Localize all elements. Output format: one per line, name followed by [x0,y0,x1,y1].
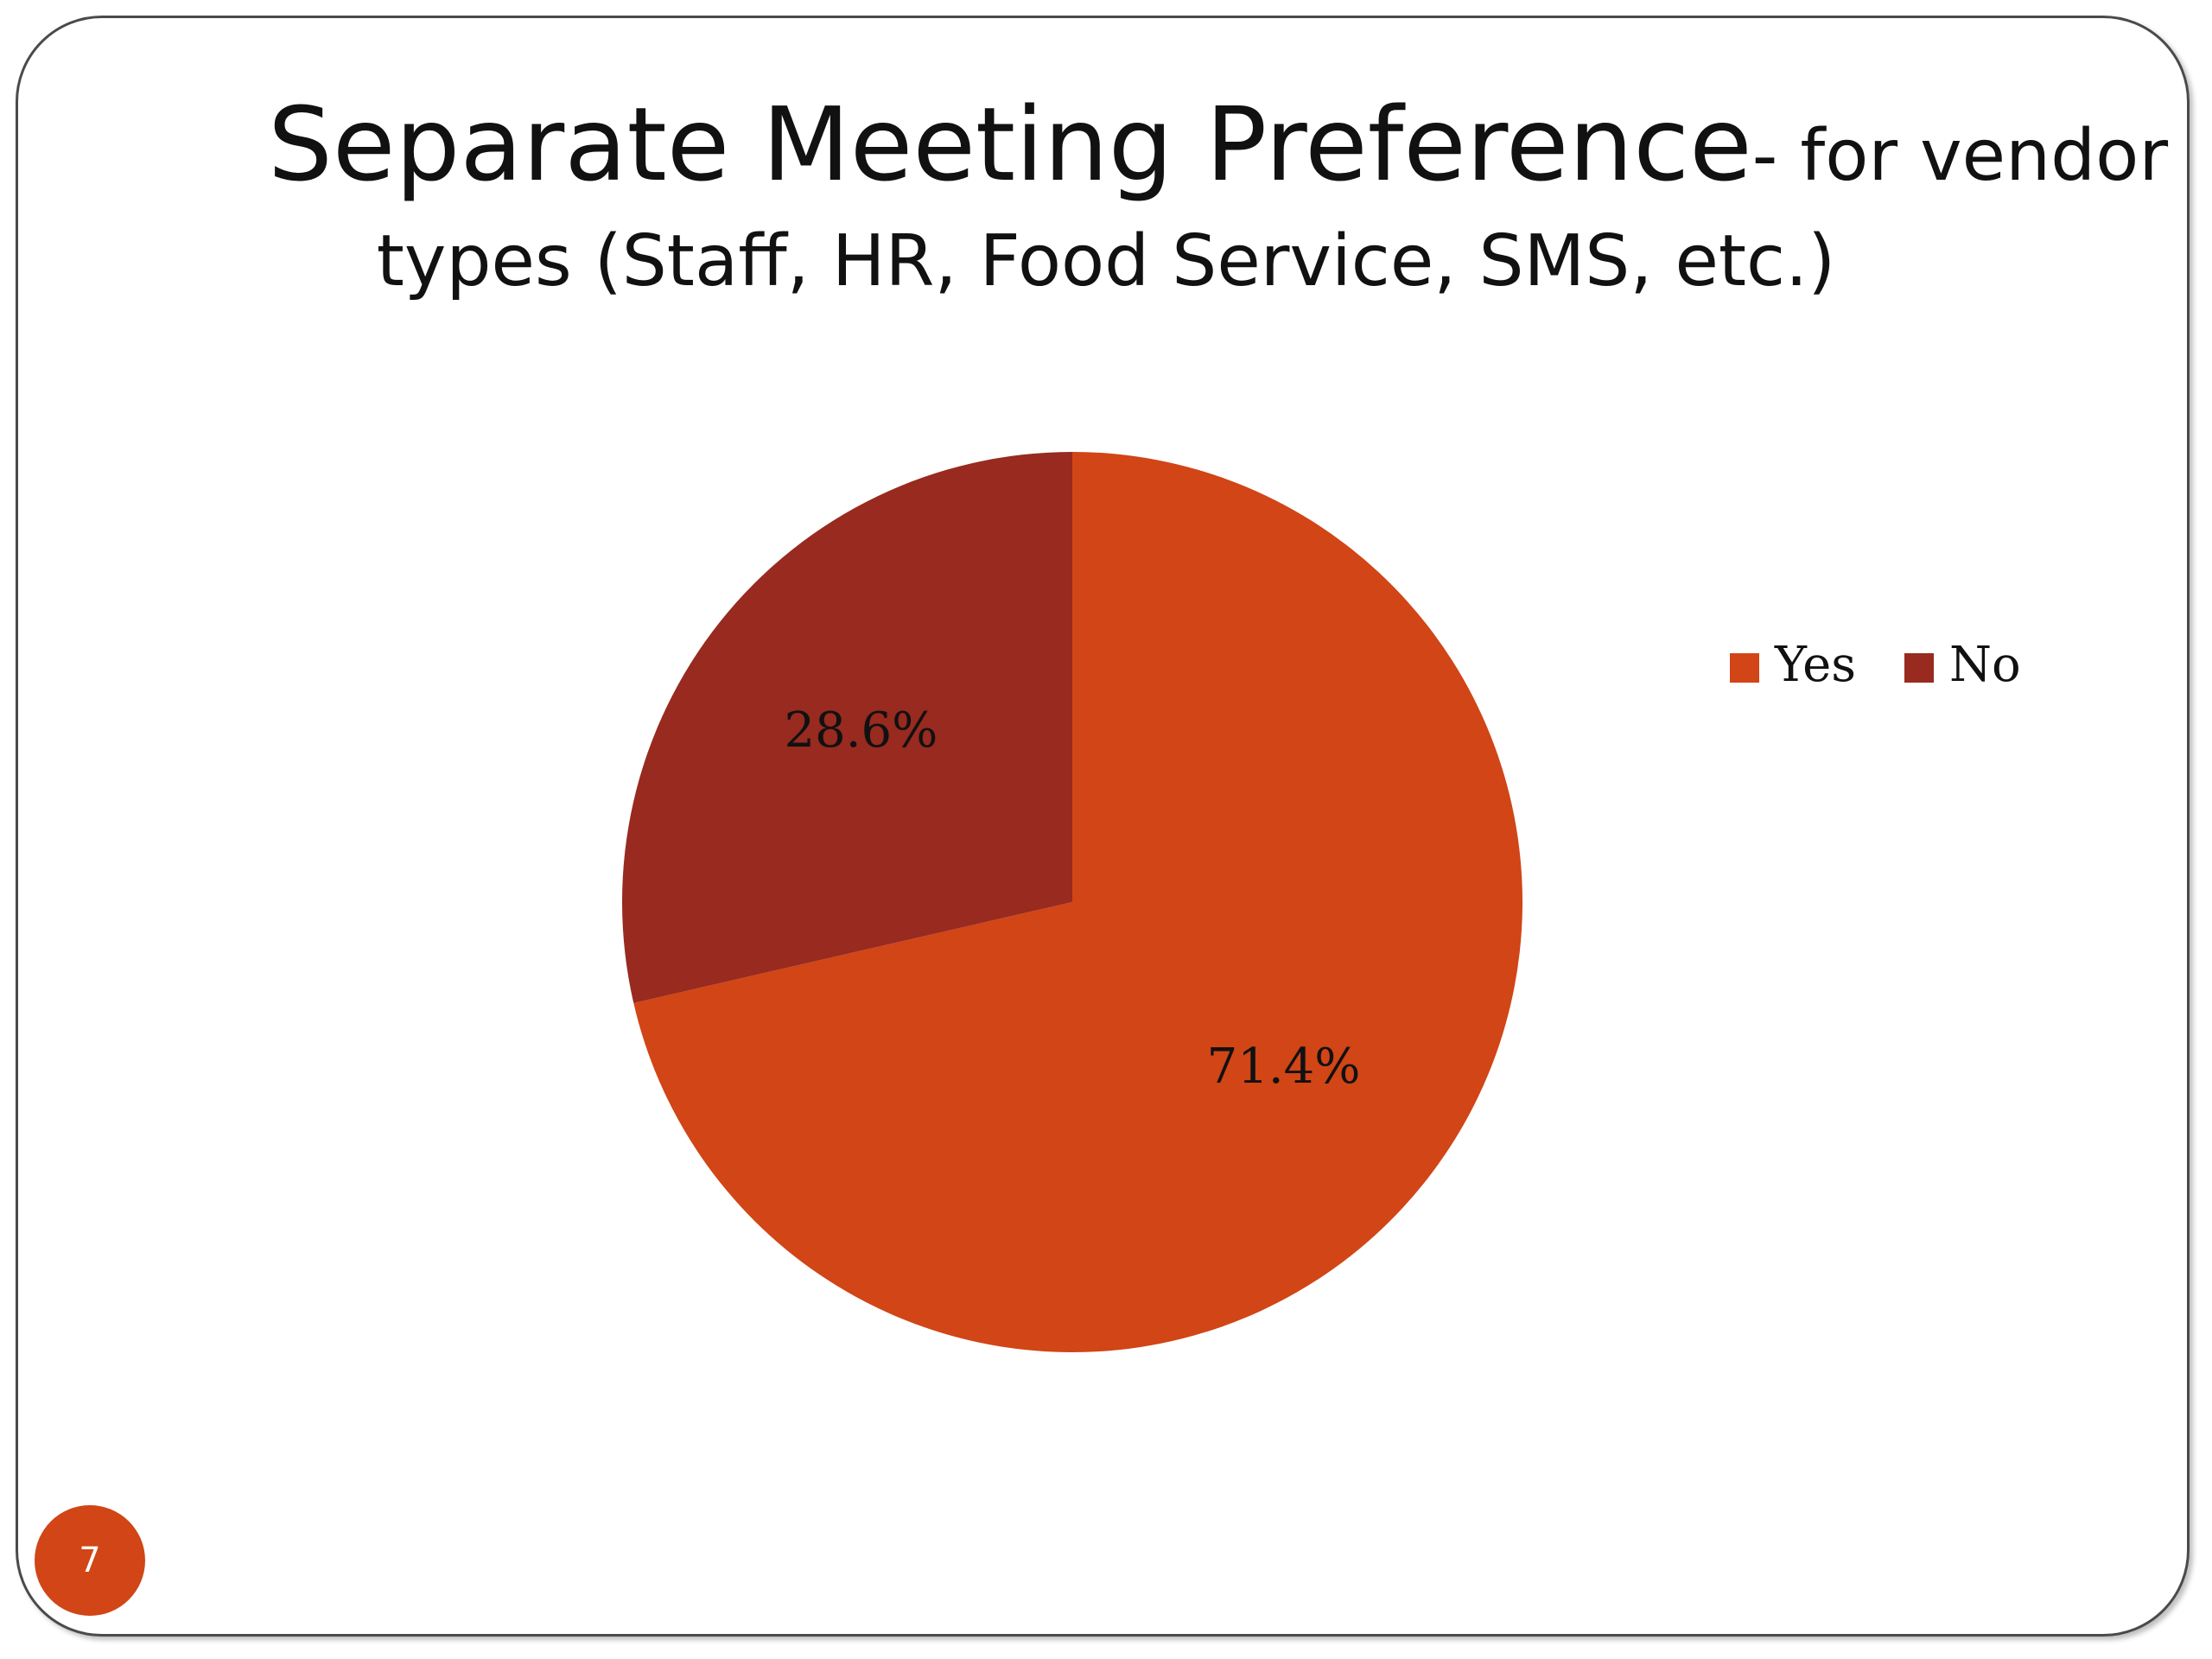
slide-title-sub-part2: types (Staff, HR, Food Service, SMS, etc… [376,220,1836,302]
legend-label-yes: Yes [1774,637,1856,693]
legend-swatch-yes [1730,653,1759,683]
data-label-yes: 71.4% [1207,1039,1361,1095]
slide-title-sub-part1: - for vendor [1751,115,2169,197]
legend-swatch-no [1904,653,1934,683]
pie-slice-no [622,452,1072,1003]
chart-legend: Yes No [1730,637,2021,693]
pie-slices [622,452,1522,1352]
page-number-badge: 7 [35,1505,145,1616]
pie-data-labels: 71.4% 28.6% [784,702,1360,1095]
pie-slice-yes [633,452,1522,1352]
slide-title-main: Separate Meeting Preference [268,85,1752,204]
legend-label-no: No [1949,637,2021,693]
slide-title: Separate Meeting Preference- for vendor [268,93,2168,195]
data-label-no: 28.6% [784,702,938,759]
